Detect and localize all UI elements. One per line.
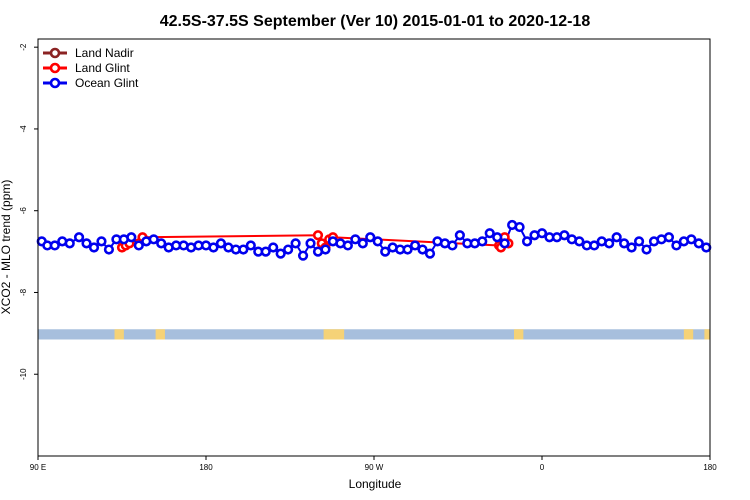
legend-marker-land_glint (49, 62, 61, 74)
x-axis-label: Longitude (349, 477, 402, 491)
point-ocean_glint-38 (320, 244, 331, 255)
point-ocean_glint-77 (611, 232, 622, 243)
x-tick-label-1: 180 (199, 463, 213, 472)
point-ocean_glint-42 (350, 234, 361, 245)
point-ocean_glint-13 (133, 240, 144, 251)
point-ocean_glint-72 (574, 236, 585, 247)
legend-marker-ocean_glint (49, 77, 61, 89)
point-ocean_glint-9 (103, 244, 115, 255)
x-tick-label-0: 90 E (30, 463, 46, 472)
point-ocean_glint-62 (499, 238, 510, 249)
point-ocean_glint-76 (604, 238, 615, 249)
point-ocean_glint-74 (589, 240, 600, 251)
point-ocean_glint-44 (365, 232, 376, 243)
chart-title: 42.5S-37.5S September (Ver 10) 2015-01-0… (160, 13, 591, 30)
point-ocean_glint-45 (372, 236, 383, 247)
point-ocean_glint-32 (275, 248, 286, 259)
point-ocean_glint-23 (208, 242, 219, 253)
x-tick-label-3: 0 (540, 463, 545, 472)
point-ocean_glint-35 (297, 250, 309, 261)
point-ocean_glint-50 (409, 240, 421, 251)
x-tick-label-2: 90 W (365, 463, 384, 472)
point-ocean_glint-65 (521, 236, 533, 247)
point-ocean_glint-8 (96, 236, 107, 247)
series-points (36, 219, 712, 261)
point-ocean_glint-80 (633, 236, 645, 247)
point-ocean_glint-79 (626, 242, 637, 253)
point-ocean_glint-43 (357, 238, 368, 249)
point-land_glint-4 (312, 230, 324, 241)
point-ocean_glint-87 (686, 234, 697, 245)
band-land-segment-1 (155, 329, 165, 340)
point-ocean_glint-7 (88, 242, 100, 253)
band-land-segment-0 (114, 329, 124, 340)
y-tick-label-2: -6 (19, 207, 28, 215)
point-ocean_glint-88 (693, 238, 704, 249)
point-ocean_glint-70 (559, 230, 570, 241)
y-tick-label-4: -10 (19, 368, 28, 380)
point-ocean_glint-46 (380, 246, 391, 257)
point-ocean_glint-55 (447, 240, 458, 251)
x-tick-label-4: 180 (703, 463, 717, 472)
point-ocean_glint-34 (290, 238, 301, 249)
y-tick-label-3: -8 (19, 288, 28, 296)
y-axis: -2 -4 -6 -8 -10 (19, 43, 38, 380)
point-ocean_glint-67 (536, 228, 548, 239)
point-ocean_glint-84 (663, 232, 675, 243)
legend-label-ocean_glint: Ocean Glint (75, 76, 139, 90)
point-ocean_glint-27 (238, 244, 249, 255)
point-ocean_glint-89 (701, 242, 712, 253)
point-ocean_glint-16 (156, 238, 167, 249)
point-ocean_glint-36 (305, 238, 316, 249)
legend-label-land_glint: Land Glint (75, 61, 130, 75)
point-ocean_glint-59 (477, 236, 488, 247)
y-axis-label: XCO2 - MLO trend (ppm) (0, 180, 13, 315)
point-ocean_glint-52 (424, 248, 436, 259)
band-land-segment-4 (683, 329, 694, 340)
y-tick-label-0: -2 (19, 43, 28, 51)
point-ocean_glint-28 (245, 240, 256, 251)
point-ocean_glint-41 (342, 240, 353, 251)
surface-band (38, 329, 710, 340)
point-ocean_glint-49 (402, 244, 413, 255)
point-ocean_glint-85 (671, 240, 682, 251)
point-ocean_glint-30 (260, 246, 271, 257)
point-ocean_glint-4 (64, 238, 75, 249)
point-ocean_glint-31 (268, 242, 279, 253)
x-axis: 90 E 180 90 W 0 180 (30, 456, 717, 472)
point-ocean_glint-6 (81, 238, 92, 249)
point-ocean_glint-81 (641, 244, 652, 255)
band-land-segment-5 (704, 329, 710, 340)
point-ocean_glint-51 (417, 244, 428, 255)
point-ocean_glint-61 (492, 232, 503, 243)
point-ocean_glint-15 (148, 234, 159, 245)
band-land-segment-2 (323, 329, 345, 340)
point-ocean_glint-78 (619, 238, 630, 249)
point-ocean_glint-33 (283, 244, 294, 255)
point-ocean_glint-5 (73, 232, 85, 243)
point-ocean_glint-2 (49, 240, 60, 251)
point-ocean_glint-64 (514, 221, 525, 233)
band-land-segment-3 (514, 329, 524, 340)
legend-marker-land_nadir (49, 47, 61, 59)
band-ocean (38, 329, 710, 340)
legend-label-land_nadir: Land Nadir (75, 46, 134, 60)
point-ocean_glint-56 (454, 230, 465, 241)
point-ocean_glint-60 (484, 228, 495, 239)
point-ocean_glint-12 (126, 232, 137, 243)
y-tick-label-1: -4 (19, 125, 28, 133)
point-ocean_glint-24 (215, 238, 227, 249)
